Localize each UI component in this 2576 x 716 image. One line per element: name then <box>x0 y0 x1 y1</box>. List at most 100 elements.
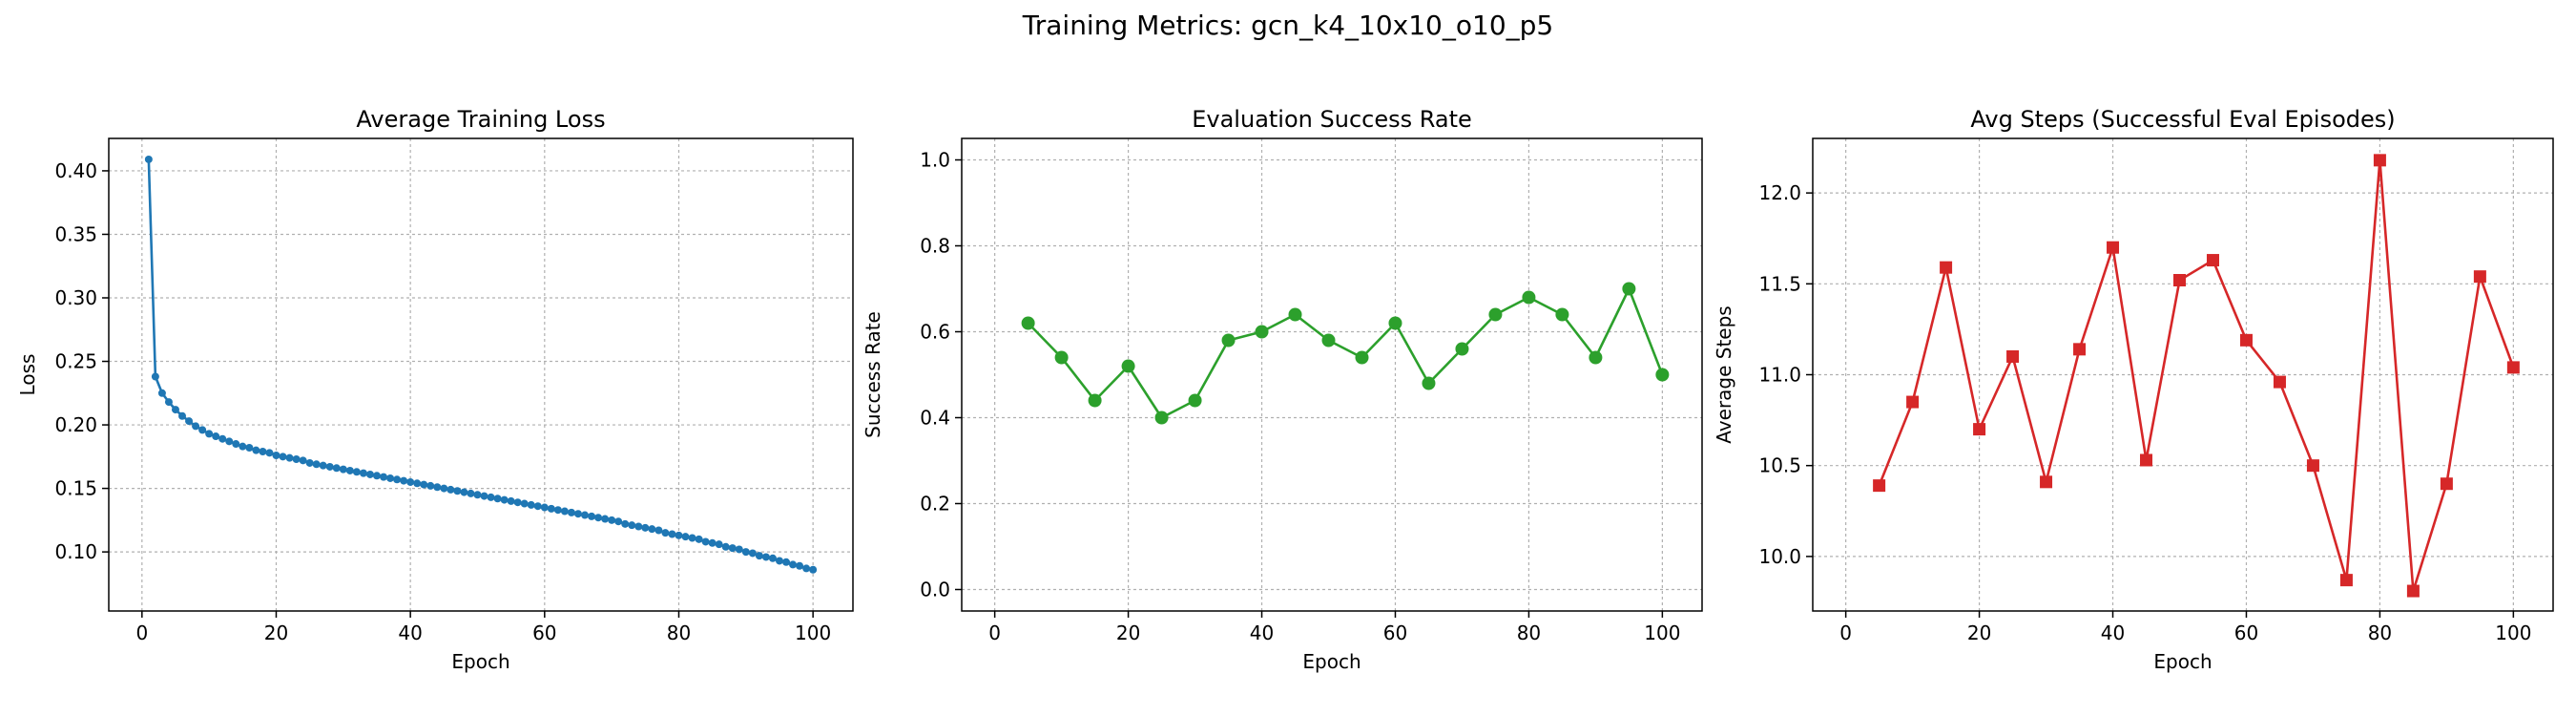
loss-data-point <box>581 511 590 519</box>
loss-ytick-label: 0.20 <box>54 413 97 436</box>
loss-data-point <box>721 542 730 551</box>
steps-xtick-label: 0 <box>1839 621 1852 644</box>
loss-data-point <box>560 507 569 516</box>
figure-title: Training Metrics: gcn_k4_10x10_o10_p5 <box>1022 10 1553 41</box>
steps-data-point <box>2373 154 2386 167</box>
steps-plot-frame <box>1812 137 2554 612</box>
steps-chart: 0 20 40 60 80 100 10.0 10.5 11.0 11.5 12.0 Avg Step… <box>1713 106 2554 673</box>
loss-data-point <box>259 448 267 456</box>
loss-data-point <box>144 155 153 163</box>
loss-data-point <box>299 456 307 465</box>
success-xtick-label: 80 <box>1517 621 1541 644</box>
steps-data-point <box>2107 241 2120 254</box>
steps-data-point <box>2006 349 2020 363</box>
success-data-point <box>1088 393 1102 408</box>
steps-xtick-label: 40 <box>2101 621 2125 644</box>
steps-data-point <box>2040 475 2053 489</box>
steps-xtick-label: 80 <box>2368 621 2392 644</box>
loss-data-point <box>789 560 798 569</box>
loss-xtick-label: 20 <box>264 621 288 644</box>
loss-data-point <box>661 529 670 537</box>
steps-ytick-label: 11.0 <box>1758 364 1801 387</box>
loss-x-axis-label: Epoch <box>451 650 509 673</box>
success-ytick-label: 0.6 <box>920 321 950 344</box>
success-data-point <box>1388 316 1402 330</box>
loss-data-point <box>728 544 737 553</box>
loss-xtick-label: 60 <box>532 621 556 644</box>
loss-ytick-label: 0.10 <box>54 540 97 563</box>
steps-data-point <box>2073 343 2087 356</box>
loss-data-point <box>493 495 502 503</box>
success-xtick-label: 0 <box>988 621 1001 644</box>
steps-xtick-label: 20 <box>1967 621 1991 644</box>
steps-data-point <box>2440 477 2453 491</box>
loss-data-point <box>588 512 596 520</box>
success-xtick-label: 100 <box>1644 621 1680 644</box>
loss-data-point <box>573 510 582 518</box>
loss-data-point <box>688 534 696 542</box>
loss-data-point <box>225 437 234 446</box>
success-data-point <box>1021 316 1035 330</box>
success-data-point <box>1555 307 1569 322</box>
loss-data-point <box>272 451 280 459</box>
steps-data-point <box>2506 361 2520 374</box>
loss-data-point <box>487 493 495 501</box>
success-xtick-label: 20 <box>1116 621 1140 644</box>
loss-ytick-label: 0.35 <box>54 222 97 245</box>
success-data-point <box>1455 342 1469 356</box>
loss-data-point <box>178 411 187 420</box>
success-ytick-label: 0.0 <box>920 579 950 601</box>
success-ytick-label: 0.8 <box>920 235 950 258</box>
loss-data-point <box>400 476 408 485</box>
success-data-point <box>1355 350 1369 365</box>
loss-data-point <box>332 464 341 473</box>
success-ytick-label: 0.2 <box>920 493 950 516</box>
loss-data-point <box>513 498 522 507</box>
loss-data-point <box>500 495 509 504</box>
loss-data-point <box>735 545 743 554</box>
loss-data-point <box>372 472 381 480</box>
loss-data-point <box>601 515 610 523</box>
steps-chart-title: Avg Steps (Successful Eval Episodes) <box>1970 106 2395 133</box>
loss-data-point <box>520 499 529 508</box>
steps-data-point <box>1873 479 1886 493</box>
success-ytick-label: 1.0 <box>920 149 950 172</box>
steps-data-point <box>2306 459 2319 473</box>
success-data-point <box>1054 350 1069 365</box>
loss-data-point <box>380 473 388 481</box>
loss-data-point <box>467 489 475 497</box>
loss-data-point <box>641 523 650 532</box>
loss-data-point <box>782 558 791 566</box>
steps-xtick-label: 100 <box>2495 621 2531 644</box>
success-data-point <box>1589 350 1603 365</box>
success-data-point <box>1522 290 1536 305</box>
loss-data-point <box>648 525 656 534</box>
loss-data-point <box>668 530 676 538</box>
loss-data-point <box>345 466 354 474</box>
loss-ytick-label: 0.15 <box>54 477 97 500</box>
loss-data-point <box>239 442 247 451</box>
loss-data-point <box>553 506 562 515</box>
loss-data-point <box>433 483 442 492</box>
loss-data-point <box>802 564 811 573</box>
loss-ytick-label: 0.40 <box>54 159 97 182</box>
success-data-point <box>1154 411 1169 425</box>
loss-data-point <box>634 522 643 531</box>
loss-data-point <box>608 516 616 524</box>
steps-data-point <box>2206 254 2219 267</box>
loss-data-point <box>755 552 763 560</box>
loss-data-point <box>245 444 254 453</box>
steps-data-point <box>1973 423 1986 436</box>
loss-data-point <box>157 389 166 397</box>
loss-data-point <box>171 406 179 414</box>
loss-data-point <box>252 446 260 454</box>
steps-data-point <box>2473 270 2486 284</box>
loss-data-point <box>192 422 200 431</box>
loss-data-point <box>185 417 194 426</box>
loss-data-point <box>681 533 690 541</box>
steps-ytick-label: 10.0 <box>1758 545 1801 568</box>
success-data-point <box>1488 307 1503 322</box>
success-chart: 0 20 40 60 80 100 0.0 0.2 0.4 0.6 0.8 1.0 Evaluation… <box>862 106 1703 673</box>
